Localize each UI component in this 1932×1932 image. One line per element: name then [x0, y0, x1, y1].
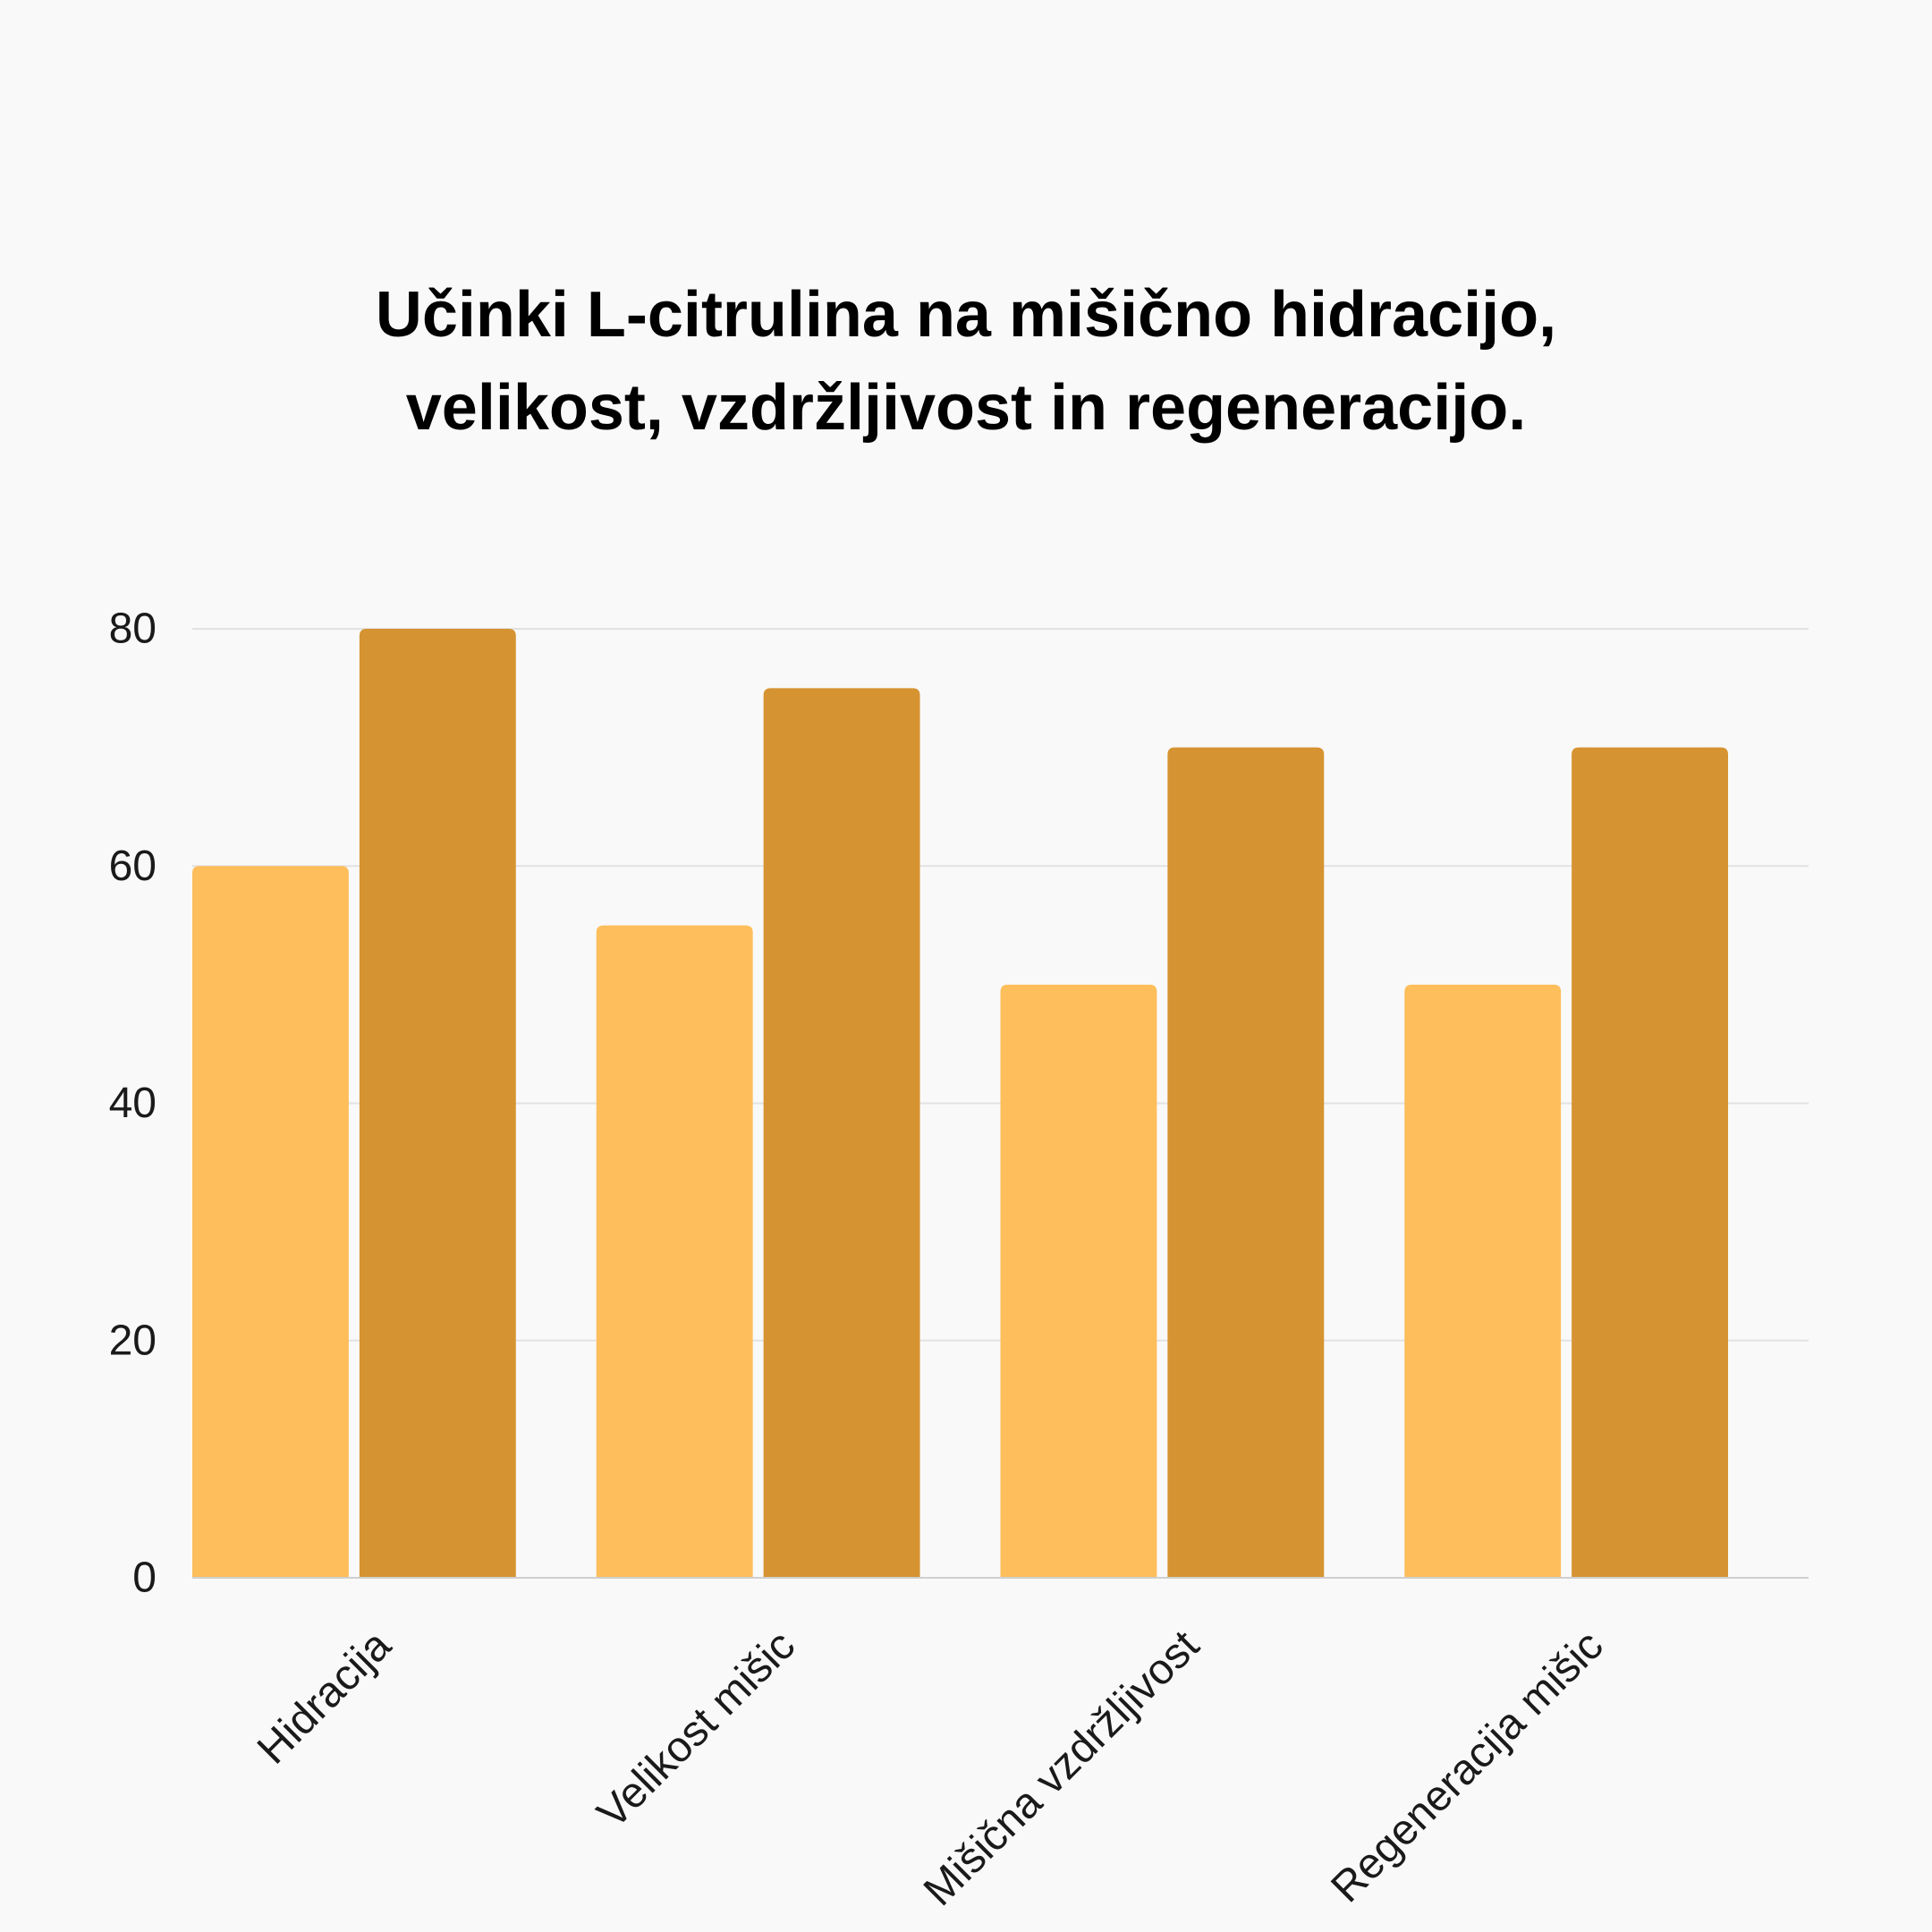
bar-1-3 — [1000, 984, 1157, 1578]
y-tick-label: 0 — [132, 1555, 157, 1602]
x-tick-label: Velikost mišic — [589, 1622, 804, 1837]
x-tick-label: Regeneracija mišic — [1322, 1622, 1612, 1911]
y-tick-label: 40 — [109, 1080, 157, 1127]
bar-1-1 — [192, 866, 349, 1578]
y-tick-label: 80 — [109, 606, 157, 653]
chart-title-line-1: Učinki L-citrulina na mišično hidracijo, — [375, 279, 1557, 351]
bar-2-3 — [1167, 747, 1325, 1578]
bar-2-4 — [1572, 747, 1728, 1578]
chart-title: Učinki L-citrulina na mišično hidracijo,… — [0, 268, 1932, 454]
bar-2-2 — [763, 688, 920, 1578]
y-tick-label: 60 — [109, 843, 157, 890]
bar-2-1 — [359, 629, 516, 1578]
x-tick-label: Mišična vzdržljivost — [915, 1622, 1208, 1915]
y-tick-label: 20 — [109, 1317, 157, 1364]
bar-1-2 — [596, 925, 753, 1578]
chart-title-line-2: velikost, vzdržljivost in regeneracijo. — [405, 372, 1527, 444]
x-tick-label: Hidracija — [249, 1622, 401, 1774]
bars — [192, 629, 1728, 1578]
bar-1-4 — [1404, 984, 1562, 1578]
